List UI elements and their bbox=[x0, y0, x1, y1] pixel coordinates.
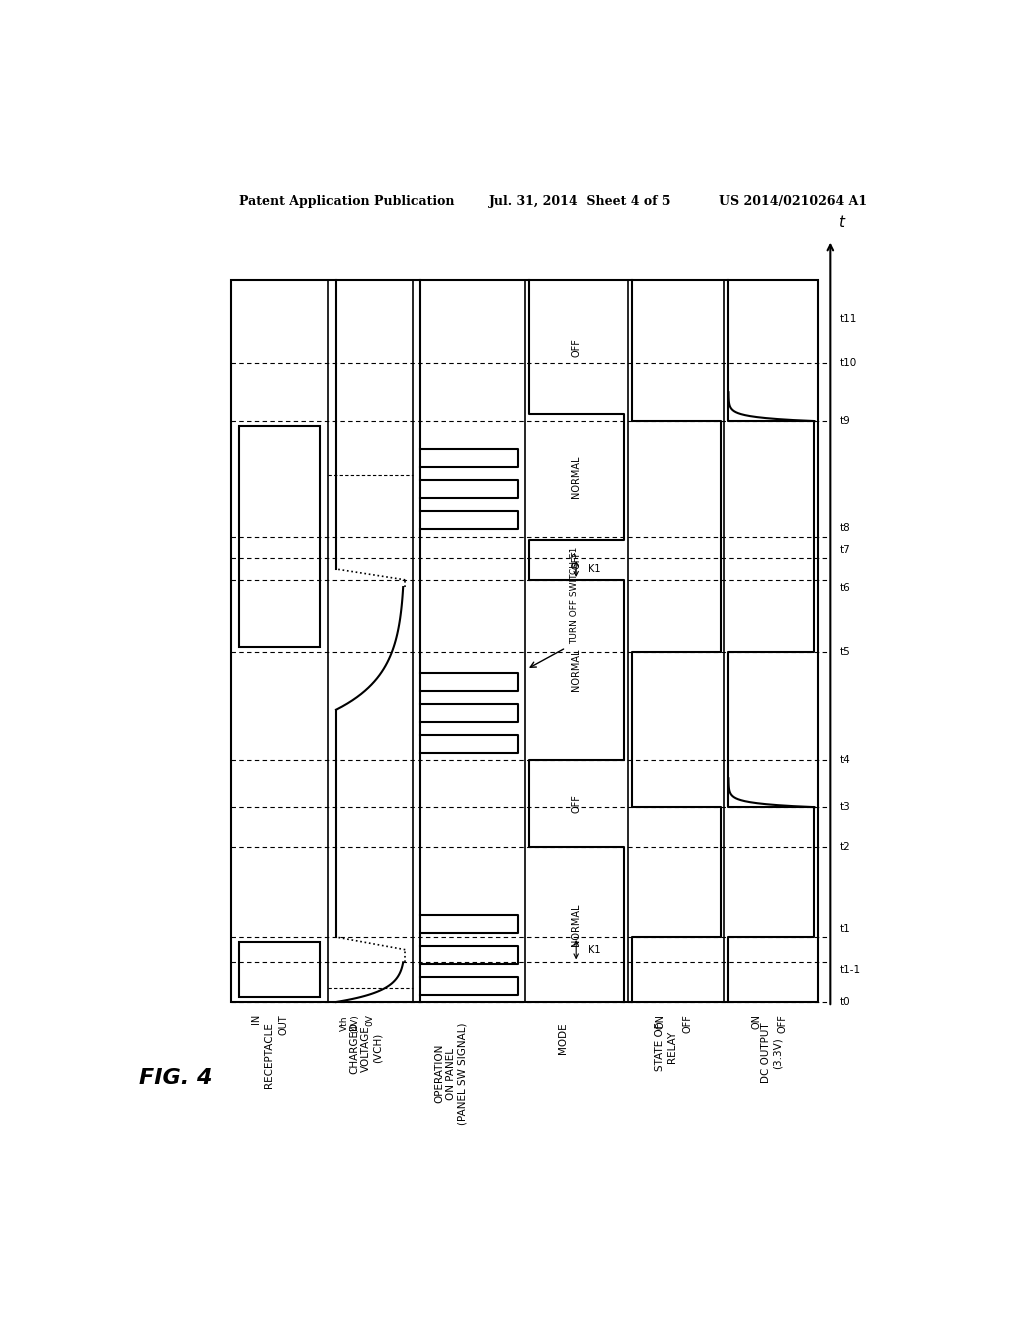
Text: OFF: OFF bbox=[571, 338, 582, 356]
Text: FIG. 4: FIG. 4 bbox=[139, 1068, 212, 1088]
Text: t9: t9 bbox=[840, 416, 851, 426]
Bar bbox=[240, 942, 321, 997]
Text: OUT: OUT bbox=[279, 1014, 288, 1035]
Bar bbox=[231, 280, 818, 1002]
Text: OPERATION
ON PANEL
(PANEL SW SIGNAL): OPERATION ON PANEL (PANEL SW SIGNAL) bbox=[435, 1022, 468, 1125]
Text: t1: t1 bbox=[840, 924, 851, 935]
Text: OFF: OFF bbox=[682, 1014, 692, 1034]
Text: t: t bbox=[839, 215, 844, 230]
Text: TURN OFF SWITCH S1: TURN OFF SWITCH S1 bbox=[570, 546, 579, 644]
Text: CHARGED
VOLTAGE
(VCH): CHARGED VOLTAGE (VCH) bbox=[349, 1022, 383, 1074]
Text: US 2014/0210264 A1: US 2014/0210264 A1 bbox=[719, 194, 867, 207]
Bar bbox=[240, 426, 321, 647]
Text: Patent Application Publication: Patent Application Publication bbox=[240, 194, 455, 207]
Text: STATE OF
RELAY: STATE OF RELAY bbox=[655, 1022, 677, 1071]
Text: Vth
(4V): Vth (4V) bbox=[340, 1014, 359, 1034]
Text: t2: t2 bbox=[840, 842, 851, 851]
Text: t5: t5 bbox=[840, 647, 851, 657]
Text: DC OUTPUT
(3.3V): DC OUTPUT (3.3V) bbox=[761, 1022, 782, 1082]
Text: t11: t11 bbox=[840, 314, 857, 325]
Text: NORMAL: NORMAL bbox=[571, 649, 582, 692]
Text: t8: t8 bbox=[840, 524, 851, 533]
Text: OFF: OFF bbox=[571, 795, 582, 813]
Text: MODE: MODE bbox=[558, 1022, 568, 1053]
Text: NORMAL: NORMAL bbox=[571, 455, 582, 498]
Text: t3: t3 bbox=[840, 803, 851, 812]
Text: 0V: 0V bbox=[366, 1014, 375, 1026]
Text: OFF: OFF bbox=[571, 550, 582, 569]
Text: ON: ON bbox=[752, 1014, 761, 1030]
Text: OFF: OFF bbox=[778, 1014, 787, 1034]
Text: RECEPTACLE: RECEPTACLE bbox=[264, 1022, 274, 1088]
Text: Jul. 31, 2014  Sheet 4 of 5: Jul. 31, 2014 Sheet 4 of 5 bbox=[489, 194, 672, 207]
Text: NORMAL: NORMAL bbox=[571, 903, 582, 945]
Text: K1: K1 bbox=[588, 945, 601, 954]
Text: IN: IN bbox=[251, 1014, 260, 1024]
Text: K1: K1 bbox=[588, 564, 601, 574]
Text: ON: ON bbox=[655, 1014, 666, 1030]
Text: t7: t7 bbox=[840, 545, 851, 556]
Text: t10: t10 bbox=[840, 358, 857, 368]
Text: t4: t4 bbox=[840, 755, 851, 766]
Text: t6: t6 bbox=[840, 583, 851, 593]
Text: t0: t0 bbox=[840, 997, 851, 1007]
Text: t1-1: t1-1 bbox=[840, 965, 861, 975]
